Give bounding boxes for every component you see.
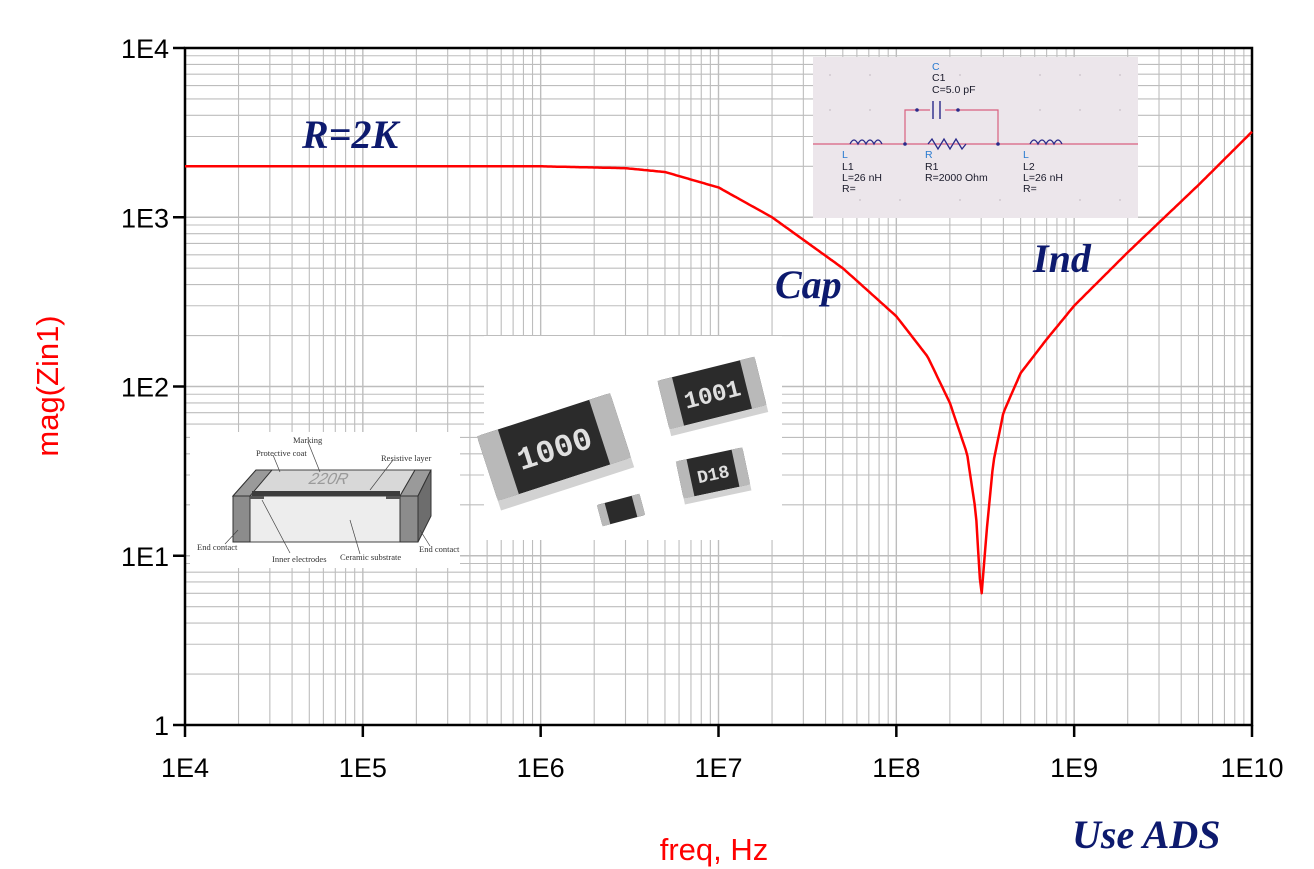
x-axis-tick-label: 1E6 — [517, 753, 565, 783]
x-axis-tick-labels: 1E4 1E5 1E6 1E7 1E8 1E9 1E10 — [161, 753, 1284, 783]
series-line-mag-zin1 — [185, 130, 1253, 595]
label-marking: Marking — [293, 435, 323, 445]
x-axis-tick-label: 1E5 — [339, 753, 387, 783]
x-axis-tick-label: 1E7 — [694, 753, 742, 783]
schematic-background — [813, 57, 1138, 218]
l2-r-label: R= — [1023, 183, 1037, 195]
label-protective-coat: Protective coat — [256, 448, 307, 458]
label-resistive-layer: Resistive layer — [381, 453, 431, 463]
inductor-l1-symbol — [849, 139, 883, 146]
l2-type-label: L — [1023, 149, 1029, 161]
resistor-r1-symbol — [927, 137, 967, 151]
annotation-capacitive: Cap — [775, 262, 842, 307]
y-axis-tick-label: 1 — [154, 711, 169, 741]
cross-section-marking: 220R — [306, 470, 350, 488]
l1-name-label: L1 — [842, 161, 854, 173]
label-end-contact-right: End contact — [419, 544, 460, 554]
y-axis-tick-label: 1E3 — [121, 203, 169, 233]
label-inner-electrodes: Inner electrodes — [272, 554, 327, 564]
chip-1001: 1001 — [657, 356, 769, 437]
l1-r-label: R= — [842, 183, 856, 195]
y-axis-tick-label: 1E4 — [121, 34, 169, 64]
annotation-inductive: Ind — [1032, 236, 1092, 281]
schematic-dot-grid — [829, 74, 1121, 201]
label-end-contact-left: End contact — [197, 542, 238, 552]
y-axis-title: mag(Zin1) — [30, 315, 65, 456]
chip-small — [596, 493, 646, 527]
cross-section-inset: 220R Marking Protective coat Resistive l… — [190, 432, 460, 568]
y-axis-tick-labels: 1 1E1 1E2 1E3 1E4 — [121, 34, 169, 741]
y-axis-tick-label: 1E1 — [121, 542, 169, 572]
x-axis-tick-label: 1E4 — [161, 753, 209, 783]
cap-type-label: C — [932, 61, 940, 73]
chip-resistor-photo-inset: 1000 1001 D18 — [476, 336, 782, 540]
l1-value-label: L=26 nH — [842, 172, 882, 184]
x-axis-tick-label: 1E9 — [1050, 753, 1098, 783]
chip-1000: 1000 — [476, 393, 635, 511]
annotation-use-ads: Use ADS — [1072, 812, 1221, 857]
cap-value-label: C=5.0 pF — [932, 84, 975, 96]
r1-value-label: R=2000 Ohm — [925, 172, 988, 184]
schematic-inset: C C1 C=5.0 pF L L1 L=26 nH R= R R1 R=200… — [813, 57, 1138, 218]
axis-ticks — [173, 46, 1254, 737]
l2-name-label: L2 — [1023, 161, 1035, 173]
r1-name-label: R1 — [925, 161, 939, 173]
y-axis-tick-label: 1E2 — [121, 373, 169, 403]
l1-type-label: L — [842, 149, 848, 161]
r1-type-label: R — [925, 149, 933, 161]
x-axis-title: freq, Hz — [660, 832, 769, 867]
cap-name-label: C1 — [932, 72, 946, 84]
x-axis-tick-label: 1E8 — [872, 753, 920, 783]
x-axis-tick-label: 1E10 — [1220, 753, 1283, 783]
chip-d18: D18 — [675, 447, 752, 505]
annotation-resistance: R=2K — [301, 112, 400, 157]
l2-value-label: L=26 nH — [1023, 172, 1063, 184]
inductor-l2-symbol — [1029, 139, 1063, 146]
label-ceramic-substrate: Ceramic substrate — [340, 552, 401, 562]
